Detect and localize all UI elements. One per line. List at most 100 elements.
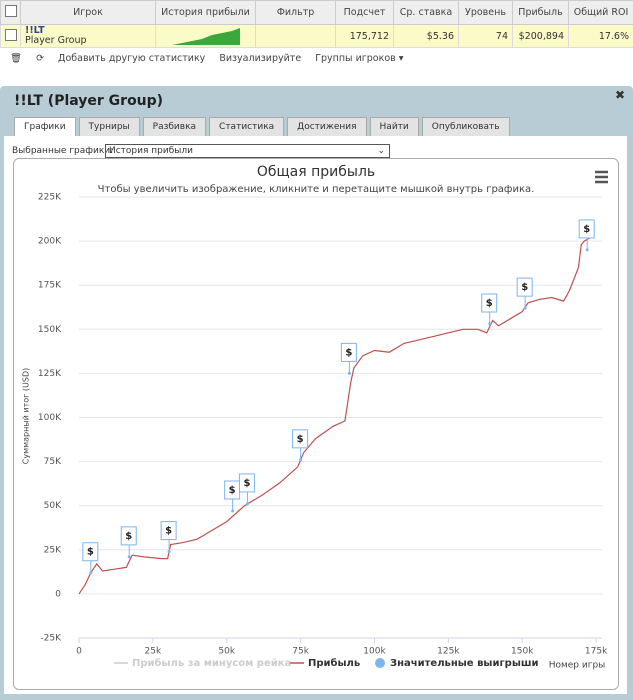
y-axis-label: Суммарный итог (USD) xyxy=(22,368,31,465)
x-axis-label: Номер игры xyxy=(549,661,606,671)
column-header[interactable]: Подсчет xyxy=(335,0,394,25)
menu-icon[interactable] xyxy=(595,170,608,184)
tab[interactable]: Опубликовать xyxy=(421,117,510,136)
delete-icon[interactable]: 🗑 xyxy=(10,52,23,64)
big-win-marker xyxy=(245,502,249,506)
flag-box xyxy=(578,219,595,239)
x-tick-label: 100k xyxy=(363,647,386,657)
filter-cell xyxy=(255,24,336,48)
y-tick-label: 150K xyxy=(38,325,62,335)
panel-title: !!LT (Player Group) xyxy=(14,93,164,109)
sparkline xyxy=(155,24,256,48)
select-label: Выбранные графики: xyxy=(12,146,114,156)
y-tick-label: 125K xyxy=(38,369,62,379)
tab[interactable]: Разбивка xyxy=(142,117,207,136)
flag-label: $ xyxy=(345,347,352,358)
player-panel: !!LT (Player Group) ✖ Графики Турниры Ра… xyxy=(0,86,633,700)
chart-box: Общая прибыль Чтобы увеличить изображени… xyxy=(13,158,619,690)
flag-label: $ xyxy=(87,547,94,558)
y-tick-label: 175K xyxy=(38,281,62,291)
y-tick-label: 75K xyxy=(44,457,62,467)
column-header[interactable]: Фильтр xyxy=(255,0,336,25)
flag-box xyxy=(340,342,357,362)
big-win-marker xyxy=(167,550,171,554)
tab[interactable]: Достижения xyxy=(287,117,367,136)
column-header[interactable]: Уровень xyxy=(458,0,513,25)
profit-line xyxy=(78,237,591,595)
legend: Прибыль за минусом рейка Прибыль Значитель… xyxy=(114,657,539,669)
level-cell: 74 xyxy=(458,24,513,48)
flag-label: $ xyxy=(583,224,590,235)
x-tick-label: 50k xyxy=(218,647,235,657)
flag-box xyxy=(160,521,177,541)
legend-item[interactable]: Прибыль за минусом рейка xyxy=(114,657,291,669)
legend-item[interactable]: Прибыль xyxy=(290,657,360,669)
big-win-marker xyxy=(523,306,527,310)
flag-box xyxy=(292,429,309,449)
flag-box xyxy=(516,277,533,297)
column-header[interactable]: История прибыли xyxy=(155,0,256,25)
legend-label: Прибыль xyxy=(308,657,360,669)
column-header[interactable]: Прибыль xyxy=(512,0,569,25)
roi-cell: 17.6% xyxy=(568,24,633,48)
add-stat-button[interactable]: Добавить другую статистику xyxy=(58,52,206,64)
y-tick-label: 25K xyxy=(44,545,62,555)
close-button[interactable]: ✖ xyxy=(614,88,625,102)
y-tick-label: 0 xyxy=(55,589,61,599)
legend-label: Прибыль за минусом рейка xyxy=(132,657,291,669)
column-header[interactable]: Игрок xyxy=(20,0,156,25)
flag-label: $ xyxy=(229,485,236,496)
column-header[interactable]: Ср. ставка xyxy=(393,0,459,25)
tabs: Графики Турниры Разбивка Статистика Дост… xyxy=(14,117,510,136)
legend-label: Значительные выигрыши xyxy=(390,658,539,669)
legend-item[interactable]: Значительные выигрыши xyxy=(375,658,539,669)
y-tick-label: 225K xyxy=(38,193,62,203)
big-win-marker xyxy=(347,371,351,375)
flag-label: $ xyxy=(125,531,132,542)
y-tick-label: 50K xyxy=(44,501,62,511)
player-groups-label: Группы игроков xyxy=(315,52,396,64)
count-cell: 175,712 xyxy=(335,24,394,48)
tab[interactable]: Найти xyxy=(369,117,419,136)
flag-label: $ xyxy=(243,478,250,489)
y-tick-label: 200K xyxy=(38,237,62,247)
refresh-icon[interactable]: ⟳ xyxy=(36,52,45,64)
big-win-marker xyxy=(89,571,93,575)
flag-box xyxy=(82,542,99,562)
select-value: История прибыли xyxy=(109,146,193,156)
x-tick-label: 75k xyxy=(292,647,309,657)
y-tick-label: -25K xyxy=(40,634,62,644)
big-win-marker xyxy=(488,322,492,326)
stats-table: Игрок История прибыли Фильтр Подсчет Ср.… xyxy=(0,0,633,48)
row-select[interactable] xyxy=(0,24,21,48)
chart-title: Общая прибыль xyxy=(257,164,375,180)
tab[interactable]: Статистика xyxy=(209,117,285,136)
big-win-marker xyxy=(585,248,589,252)
x-tick-label: 150k xyxy=(511,647,534,657)
flag-box xyxy=(481,293,498,313)
chart: Общая прибыль Чтобы увеличить изображени… xyxy=(22,164,609,671)
visualize-button[interactable]: Визуализируйте xyxy=(219,52,302,64)
chart-select[interactable]: История прибыли ⌄ xyxy=(105,144,390,158)
tab-body: Выбранные графики: История прибыли ⌄ Обща… xyxy=(4,136,627,694)
big-win-marker xyxy=(127,555,131,559)
flag-label: $ xyxy=(486,298,493,309)
tab[interactable]: Графики xyxy=(14,117,76,136)
sparkline-graphic xyxy=(172,28,240,45)
tab[interactable]: Турниры xyxy=(78,117,140,136)
player-groups-button[interactable]: Группы игроков ▾ xyxy=(315,52,404,64)
toolbar: 🗑 ⟳ Добавить другую статистику Визуализир… xyxy=(0,47,633,69)
x-tick-label: 125k xyxy=(437,647,460,657)
flag-label: $ xyxy=(297,434,304,445)
big-win-marker xyxy=(299,458,303,462)
column-header[interactable]: Общий ROI xyxy=(568,0,633,25)
select-all[interactable] xyxy=(0,0,21,25)
legend-swatch xyxy=(375,658,385,668)
player-name[interactable]: !!LT xyxy=(25,25,45,36)
y-tick-label: 100K xyxy=(38,413,62,423)
chart-subtitle: Чтобы увеличить изображение, кликните и … xyxy=(98,184,535,195)
x-tick-label: 0 xyxy=(76,647,82,657)
flag-label: $ xyxy=(521,282,528,293)
big-win-marker xyxy=(231,509,235,513)
